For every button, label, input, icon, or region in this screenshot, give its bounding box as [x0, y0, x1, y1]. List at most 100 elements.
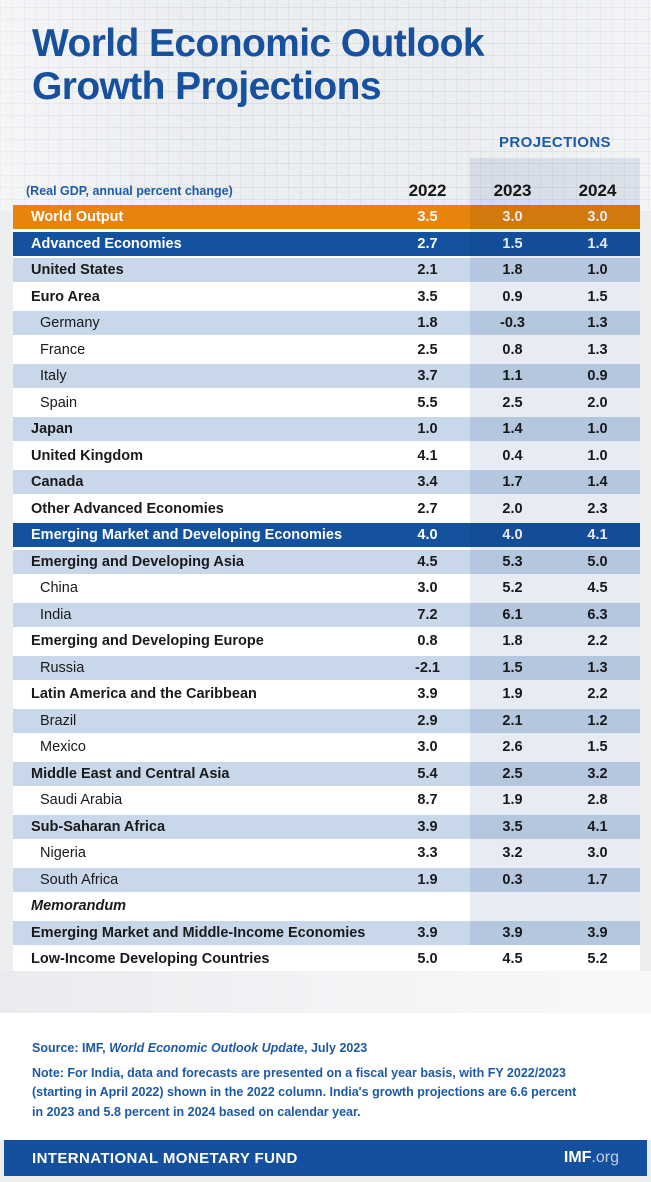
value-2023: 1.9: [502, 792, 523, 808]
value-2023: 0.3: [502, 871, 523, 888]
value-2024: 1.5: [587, 288, 608, 305]
table-row: Low-Income Developing Countries 5.0 4.5 5.2: [13, 947, 640, 971]
value-2022: 3.9: [417, 924, 438, 941]
table-row: France 2.5 0.8 1.3: [13, 337, 640, 362]
source-line: Source: IMF, World Economic Outlook Upda…: [32, 1041, 651, 1055]
imf-org-link[interactable]: IMF.org: [564, 1149, 619, 1167]
value-2022: 2.7: [417, 235, 438, 252]
page-title: World Economic Outlook Growth Projection…: [32, 22, 485, 108]
table-header: (Real GDP, annual percent change) 2022 2…: [13, 158, 640, 205]
value-2024: 3.0: [587, 845, 608, 861]
value-2023: 3.0: [502, 209, 523, 225]
value-2023: 1.7: [502, 474, 523, 490]
value-2023: 1.5: [502, 235, 523, 252]
value-2024: 1.0: [587, 421, 608, 437]
value-2024: 2.2: [587, 686, 608, 702]
value-2022: 3.9: [417, 686, 438, 702]
row-label: United Kingdom: [31, 447, 143, 464]
value-2023: 1.9: [502, 686, 523, 702]
value-2024: 6.3: [587, 606, 608, 623]
table-row: Emerging Market and Developing Economies…: [13, 523, 640, 547]
year-headers: 2022 2023 2024: [385, 181, 640, 201]
value-2024: 3.9: [587, 924, 608, 941]
table-subtitle: (Real GDP, annual percent change): [26, 184, 233, 198]
value-2023: 3.5: [502, 818, 523, 835]
row-label: Japan: [31, 421, 73, 437]
value-2023: 2.5: [502, 394, 523, 411]
below-table-fade: [0, 971, 651, 1013]
row-label: Emerging and Developing Europe: [31, 633, 264, 649]
growth-table: (Real GDP, annual percent change) 2022 2…: [13, 158, 640, 971]
table-row: Other Advanced Economies 2.7 2.0 2.3: [13, 496, 640, 521]
value-2022: 1.9: [417, 871, 438, 888]
footer-bar: INTERNATIONAL MONETARY FUND IMF.org: [4, 1140, 647, 1176]
value-2023: 0.9: [502, 288, 523, 305]
value-2022: 3.7: [417, 368, 438, 384]
row-label: Advanced Economies: [31, 235, 182, 252]
row-label: Latin America and the Caribbean: [31, 686, 257, 702]
value-2022: 5.4: [417, 765, 438, 782]
value-2023: 1.1: [502, 368, 523, 384]
table-row: Memorandum: [13, 894, 640, 918]
year-header-2024: 2024: [578, 181, 617, 200]
value-2024: 1.3: [587, 659, 608, 676]
row-label: World Output: [31, 209, 124, 225]
value-2024: 1.4: [587, 235, 608, 252]
row-label: Italy: [40, 368, 67, 384]
row-label: Emerging Market and Developing Economies: [31, 527, 343, 543]
value-2022: 2.1: [417, 262, 438, 278]
table-row: Emerging and Developing Asia 4.5 5.3 5.0: [13, 549, 640, 574]
value-2022: -2.1: [415, 659, 440, 676]
table-row: World Output 3.5 3.0 3.0: [13, 205, 640, 229]
row-label: Middle East and Central Asia: [31, 765, 230, 782]
page-title-line2: Growth Projections: [32, 65, 382, 108]
note-text: Note: For India, data and forecasts are …: [32, 1066, 577, 1119]
page-title-line1: World Economic Outlook: [32, 22, 485, 65]
row-label: Spain: [40, 394, 78, 411]
value-2024: 1.2: [587, 712, 608, 729]
value-2023: 4.0: [502, 527, 523, 543]
table-row: Euro Area 3.5 0.9 1.5: [13, 284, 640, 309]
value-2022: 3.0: [417, 739, 438, 755]
value-2023: 2.5: [502, 765, 523, 782]
row-label: Sub-Saharan Africa: [31, 818, 166, 835]
value-2024: 1.0: [587, 262, 608, 278]
row-label: Low-Income Developing Countries: [31, 951, 270, 967]
value-2024: [555, 894, 640, 918]
value-2024: 1.4: [587, 474, 608, 490]
value-2023: 2.1: [502, 712, 523, 729]
table-row: Russia -2.1 1.5 1.3: [13, 655, 640, 680]
table-row: Emerging Market and Middle-Income Econom…: [13, 920, 640, 945]
row-label: Euro Area: [31, 288, 100, 305]
value-2022: 3.9: [417, 818, 438, 835]
value-2023: 3.9: [502, 924, 523, 941]
value-2022: 4.0: [417, 527, 438, 543]
value-2024: 4.1: [587, 818, 608, 835]
table-row: Saudi Arabia 8.7 1.9 2.8: [13, 788, 640, 812]
value-2024: 2.2: [587, 633, 608, 649]
value-2022: 5.0: [417, 951, 438, 967]
value-2024: 1.7: [587, 871, 608, 888]
value-2023: 0.8: [502, 341, 523, 358]
table-row: United States 2.1 1.8 1.0: [13, 258, 640, 282]
year-header-2022: 2022: [408, 181, 447, 200]
table-row: Latin America and the Caribbean 3.9 1.9 2.2: [13, 682, 640, 706]
value-2024: 1.5: [587, 739, 608, 755]
footer-org-name: INTERNATIONAL MONETARY FUND: [32, 1149, 298, 1167]
imf-org-suffix: .org: [591, 1149, 619, 1166]
value-2022: 4.5: [417, 553, 438, 570]
row-label: South Africa: [40, 871, 119, 888]
row-label: Canada: [31, 474, 84, 490]
row-label: Emerging Market and Middle-Income Econom…: [31, 924, 366, 941]
value-2024: 4.1: [587, 527, 608, 543]
table-row: Middle East and Central Asia 5.4 2.5 3.2: [13, 761, 640, 786]
value-2023: 1.4: [502, 421, 523, 437]
table-row: China 3.0 5.2 4.5: [13, 576, 640, 600]
table-row: India 7.2 6.1 6.3: [13, 602, 640, 627]
row-label: Germany: [40, 315, 100, 331]
value-2024: 5.2: [587, 951, 608, 967]
projections-label: PROJECTIONS: [499, 134, 611, 151]
value-2023: 1.8: [502, 633, 523, 649]
value-2024: 3.0: [587, 209, 608, 225]
